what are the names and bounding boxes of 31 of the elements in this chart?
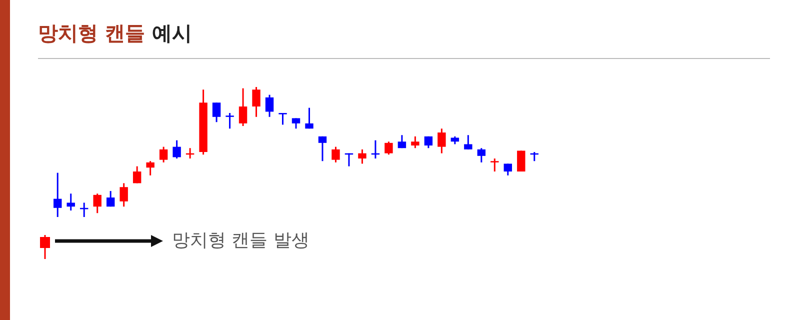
- candlestick: [358, 148, 366, 164]
- candlestick: [517, 150, 526, 172]
- candlestick: [305, 107, 314, 130]
- candlestick: [318, 136, 327, 162]
- candlestick: [398, 134, 406, 149]
- candlestick: [504, 162, 512, 176]
- candlestick: [252, 86, 260, 118]
- candlestick: [159, 146, 168, 164]
- text: 망치형 캔들 발생: [172, 229, 310, 252]
- candlestick: [265, 94, 274, 118]
- candlestick: [464, 134, 472, 150]
- candlestick: [411, 136, 420, 149]
- candlestick: [146, 160, 154, 176]
- candlestick: [132, 166, 142, 184]
- candlestick: [490, 158, 499, 172]
- candlestick: [120, 182, 128, 208]
- candlestick: [212, 102, 221, 123]
- candlestick: [278, 112, 287, 126]
- candlestick: [172, 140, 181, 160]
- candlestick: [54, 172, 62, 218]
- candlestick: [93, 192, 102, 214]
- candlestick: [477, 147, 486, 164]
- candlestick: [106, 190, 115, 208]
- candlestick: [66, 192, 75, 212]
- candlestick: [238, 88, 248, 127]
- candlestick: [384, 140, 393, 156]
- candlestick: [226, 112, 234, 130]
- chart-title: 망치형 캔들 예시: [38, 21, 192, 45]
- candlestick: [438, 128, 446, 154]
- candlestick: [292, 117, 300, 130]
- candlestick: [332, 146, 340, 164]
